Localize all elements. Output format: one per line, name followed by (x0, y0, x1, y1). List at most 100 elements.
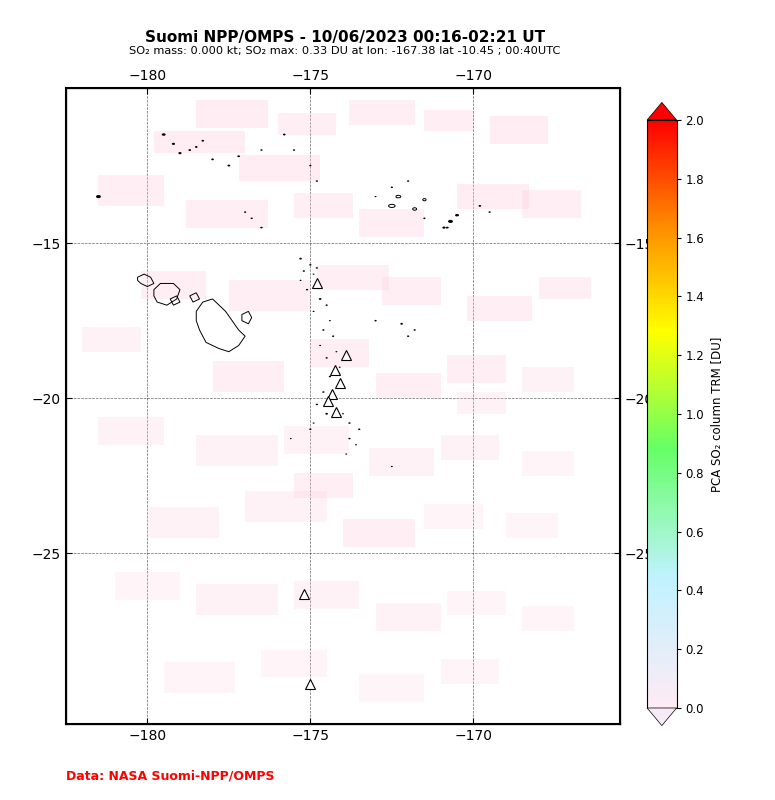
Bar (490, 116, 548, 144)
Ellipse shape (391, 466, 393, 467)
Ellipse shape (374, 320, 377, 322)
Text: SO₂ mass: 0.000 kt; SO₂ max: 0.33 DU at lon: -167.38 lat -10.45 ; 00:40UTC: SO₂ mass: 0.000 kt; SO₂ max: 0.33 DU at … (129, 46, 560, 56)
Ellipse shape (315, 267, 318, 269)
Ellipse shape (237, 155, 240, 157)
Ellipse shape (355, 444, 357, 446)
Ellipse shape (162, 134, 166, 136)
Bar (360, 209, 425, 237)
Bar (441, 659, 499, 684)
Ellipse shape (322, 391, 325, 393)
Ellipse shape (326, 413, 328, 414)
Bar (369, 448, 434, 476)
Bar (98, 417, 164, 445)
Ellipse shape (293, 150, 295, 151)
Text: Data: NASA Suomi-NPP/OMPS: Data: NASA Suomi-NPP/OMPS (66, 770, 274, 782)
Y-axis label: PCA SO₂ column TRM [DU]: PCA SO₂ column TRM [DU] (710, 336, 723, 492)
Bar (447, 355, 506, 382)
Ellipse shape (172, 142, 175, 145)
Bar (82, 327, 141, 352)
Ellipse shape (260, 227, 263, 228)
Bar (154, 131, 245, 153)
Ellipse shape (312, 310, 315, 312)
Bar (294, 582, 360, 610)
Bar (457, 184, 529, 209)
Bar (441, 435, 499, 460)
Ellipse shape (309, 264, 312, 266)
Ellipse shape (250, 218, 253, 219)
Ellipse shape (309, 429, 312, 430)
Ellipse shape (488, 211, 491, 213)
Bar (164, 662, 236, 693)
Bar (229, 280, 310, 311)
Ellipse shape (455, 214, 459, 217)
Ellipse shape (319, 298, 322, 300)
Bar (294, 473, 353, 498)
Bar (196, 584, 277, 615)
Ellipse shape (303, 270, 305, 272)
Ellipse shape (339, 366, 341, 368)
Bar (196, 435, 277, 466)
Bar (522, 606, 574, 631)
Bar (447, 590, 506, 615)
Bar (115, 572, 180, 600)
Bar (187, 200, 268, 228)
Bar (425, 504, 483, 529)
Ellipse shape (448, 220, 453, 223)
Ellipse shape (227, 165, 230, 166)
Ellipse shape (478, 205, 481, 207)
Ellipse shape (348, 422, 350, 424)
Ellipse shape (312, 422, 315, 424)
Bar (539, 278, 591, 299)
Ellipse shape (407, 335, 409, 337)
Bar (343, 519, 415, 547)
Ellipse shape (290, 438, 291, 439)
Bar (522, 451, 574, 476)
Ellipse shape (202, 140, 204, 142)
Bar (212, 361, 284, 392)
Ellipse shape (244, 211, 246, 213)
Ellipse shape (456, 214, 458, 216)
Bar (141, 271, 206, 299)
Bar (277, 113, 336, 134)
Bar (98, 175, 164, 206)
Bar (467, 296, 532, 321)
Ellipse shape (315, 404, 318, 406)
Ellipse shape (178, 152, 181, 154)
Ellipse shape (300, 280, 301, 281)
Ellipse shape (309, 165, 312, 166)
Ellipse shape (188, 149, 191, 151)
Ellipse shape (299, 258, 302, 259)
Bar (350, 101, 415, 126)
Ellipse shape (446, 226, 449, 229)
Ellipse shape (329, 320, 331, 322)
Ellipse shape (195, 146, 198, 148)
Ellipse shape (401, 323, 403, 325)
Bar (506, 513, 558, 538)
Bar (376, 374, 441, 398)
Ellipse shape (326, 357, 328, 358)
Ellipse shape (306, 289, 308, 290)
Bar (522, 190, 581, 218)
Bar (294, 194, 353, 218)
Ellipse shape (391, 186, 393, 188)
Bar (239, 154, 320, 181)
Ellipse shape (212, 158, 214, 160)
Ellipse shape (283, 134, 285, 135)
Ellipse shape (443, 226, 446, 229)
Bar (376, 603, 441, 631)
Ellipse shape (260, 150, 263, 151)
Bar (382, 278, 441, 305)
Bar (261, 650, 326, 678)
Ellipse shape (374, 196, 377, 198)
Ellipse shape (332, 398, 334, 399)
Ellipse shape (329, 376, 331, 378)
Bar (317, 265, 388, 290)
Ellipse shape (96, 195, 101, 198)
Ellipse shape (407, 180, 409, 182)
Ellipse shape (332, 335, 334, 337)
Bar (147, 507, 219, 538)
Ellipse shape (358, 429, 360, 430)
Bar (457, 392, 506, 414)
Bar (360, 674, 425, 702)
Text: Suomi NPP/OMPS - 10/06/2023 00:16-02:21 UT: Suomi NPP/OMPS - 10/06/2023 00:16-02:21 … (145, 30, 545, 45)
